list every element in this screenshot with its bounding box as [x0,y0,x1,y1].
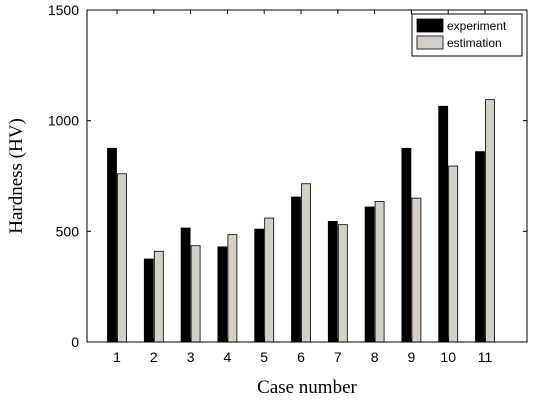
x-tick-label-11: 11 [478,349,493,365]
bar-estimation-5 [264,217,275,343]
x-tick-label-10: 10 [440,349,456,365]
x-tick-label-9: 9 [408,349,416,365]
y-tick-label-0: 0 [71,334,79,350]
bar-estimation-10 [448,165,459,343]
x-tick-label-3: 3 [187,349,195,365]
bar-estimation-9 [411,197,422,343]
legend-swatch-experiment [416,18,444,33]
x-tick-label-6: 6 [297,349,305,365]
y-tick-label-500: 500 [56,223,80,239]
x-tick-label-2: 2 [150,349,158,365]
y-axis-title: Hardness (HV) [6,118,27,234]
bar-experiment-1 [107,147,117,343]
bar-estimation-8 [374,201,385,343]
bar-experiment-9 [401,147,412,343]
legend: experiment estimation [411,13,523,57]
bar-estimation-3 [190,245,201,343]
bar-experiment-5 [254,228,265,343]
x-axis-title: Case number [257,377,357,398]
legend-swatch-estimation [416,35,444,50]
x-tick-label-4: 4 [224,349,232,365]
bar-estimation-7 [337,224,348,343]
axis-layer: 1 2 3 4 5 6 7 8 9 10 11 0 500 1000 1500 [48,2,527,365]
bar-experiment-11 [475,151,485,343]
x-tick-label-8: 8 [371,349,379,365]
bar-experiment-10 [438,105,449,343]
bar-experiment-2 [143,258,154,343]
bars-layer [107,99,495,343]
plot-area-frame [86,9,528,343]
bar-estimation-2 [153,250,164,343]
bar-experiment-6 [291,196,301,343]
bar-experiment-7 [327,220,338,343]
bar-estimation-4 [227,234,238,343]
bar-estimation-11 [485,99,495,343]
legend-label-estimation: estimation [447,36,502,50]
y-tick-label-1000: 1000 [48,113,79,129]
x-tick-label-5: 5 [260,349,268,365]
bar-experiment-8 [364,206,375,343]
y-tick-label-1500: 1500 [48,2,79,18]
x-tick-label-7: 7 [334,349,342,365]
bar-experiment-3 [180,227,191,343]
bar-estimation-1 [117,173,127,343]
legend-label-experiment: experiment [447,19,507,33]
x-tick-label-1: 1 [113,349,121,365]
bar-estimation-6 [301,183,311,343]
bar-experiment-4 [217,246,228,343]
